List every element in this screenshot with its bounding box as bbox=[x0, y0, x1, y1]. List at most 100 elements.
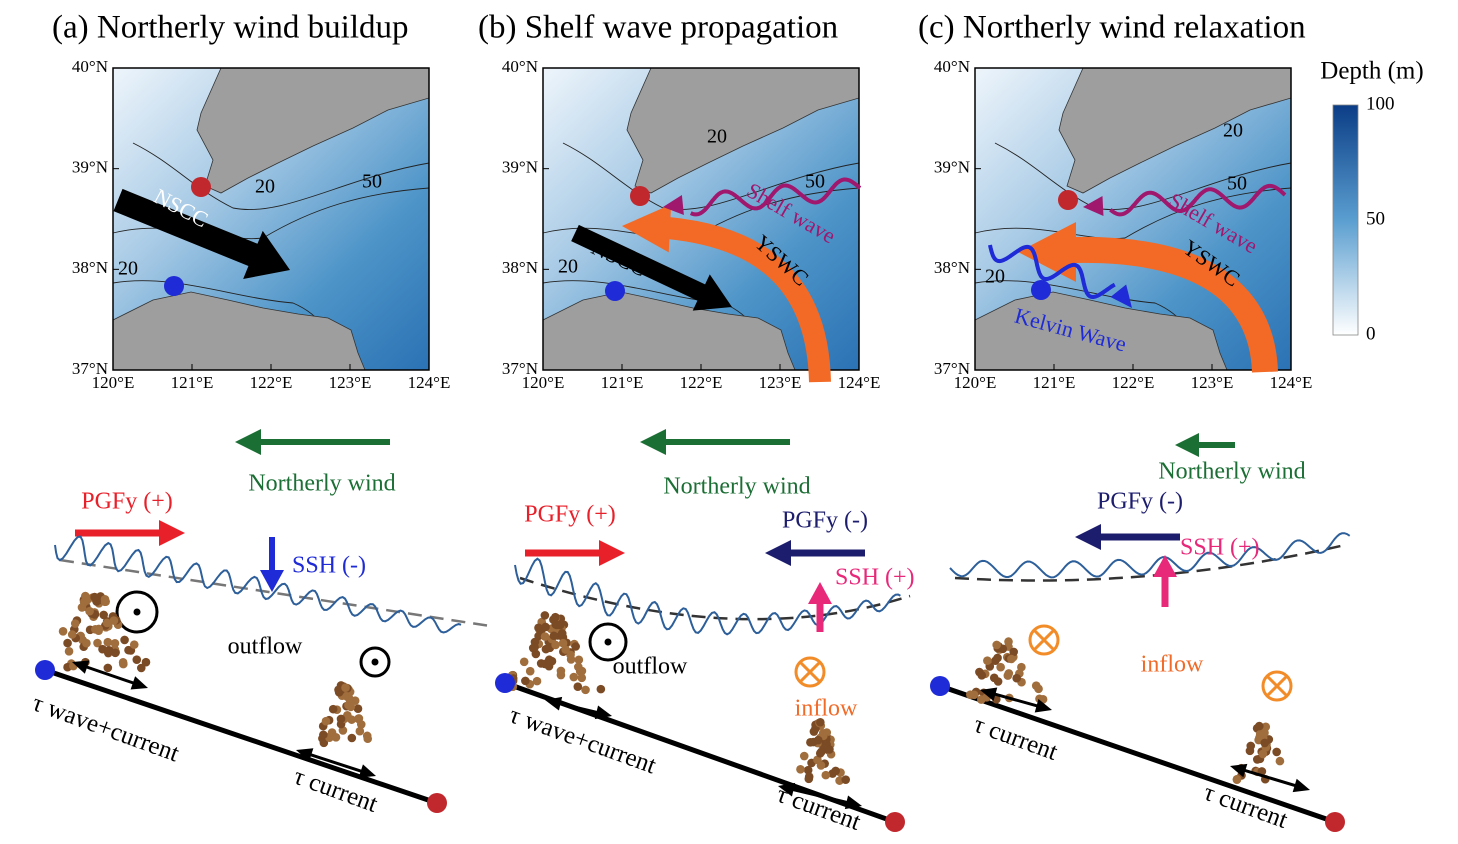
sediment bbox=[347, 703, 356, 712]
sediment bbox=[1255, 722, 1264, 731]
sediment bbox=[977, 695, 986, 704]
lon-tick-label: 122°E bbox=[680, 373, 723, 392]
sediment bbox=[994, 677, 1003, 686]
sediment bbox=[63, 639, 72, 648]
contour-label: 20 bbox=[558, 256, 578, 278]
sediment bbox=[553, 621, 562, 630]
page: (a) Northerly wind buildup40°N39°N38°N37… bbox=[0, 0, 1458, 844]
station bbox=[191, 177, 211, 197]
lon-tick-label: 120°E bbox=[92, 373, 135, 392]
ssh-label: SSH (+) bbox=[1180, 535, 1260, 561]
station bbox=[605, 281, 625, 301]
sediment bbox=[103, 619, 112, 628]
arrow-head bbox=[595, 705, 612, 719]
sediment bbox=[816, 718, 825, 727]
colorbar-tick: 50 bbox=[1366, 208, 1385, 229]
arrow-head bbox=[1153, 555, 1177, 577]
sediment bbox=[322, 717, 331, 726]
wind-label: Northerly wind bbox=[663, 474, 810, 500]
lon-tick-label: 123°E bbox=[1191, 373, 1234, 392]
sediment bbox=[558, 629, 567, 638]
arrow-head bbox=[235, 429, 261, 455]
out-dot bbox=[134, 609, 141, 616]
station bbox=[427, 793, 447, 813]
sediment bbox=[970, 691, 979, 700]
arrow-head bbox=[159, 520, 185, 546]
colorbar bbox=[1333, 105, 1358, 335]
sediment bbox=[71, 619, 80, 628]
sediment bbox=[545, 655, 554, 664]
sediment bbox=[329, 705, 338, 714]
sediment bbox=[805, 772, 814, 781]
wind-label: Northerly wind bbox=[248, 471, 395, 497]
sediment bbox=[831, 767, 840, 776]
sediment bbox=[549, 631, 558, 640]
sediment bbox=[520, 658, 529, 667]
sediment bbox=[541, 632, 550, 641]
lat-tick-label: 39°N bbox=[934, 158, 970, 177]
lat-tick-label: 39°N bbox=[502, 158, 538, 177]
sediment bbox=[59, 627, 68, 636]
sediment bbox=[551, 641, 560, 650]
lon-tick-label: 122°E bbox=[1112, 373, 1155, 392]
ssh-label: SSH (+) bbox=[835, 565, 915, 591]
sediment bbox=[796, 765, 805, 774]
panel-title: (b) Shelf wave propagation bbox=[478, 10, 838, 46]
colorbar-title: Depth (m) bbox=[1320, 58, 1423, 85]
sediment bbox=[992, 641, 1001, 650]
sediment bbox=[1246, 742, 1255, 751]
flow-label: inflow bbox=[795, 696, 858, 722]
sediment bbox=[806, 738, 815, 747]
arrow-head bbox=[1293, 779, 1310, 792]
wind-label: Northerly wind bbox=[1158, 459, 1305, 485]
sediment bbox=[581, 686, 590, 695]
sediment bbox=[541, 611, 550, 620]
double-arrow bbox=[1241, 769, 1298, 786]
sediment bbox=[1012, 674, 1021, 683]
lon-tick-label: 124°E bbox=[408, 373, 451, 392]
lon-tick-label: 123°E bbox=[329, 373, 372, 392]
arrow-head bbox=[1175, 433, 1199, 457]
sediment bbox=[521, 677, 530, 686]
sediment bbox=[993, 654, 1002, 663]
lon-tick-label: 121°E bbox=[601, 373, 644, 392]
sediment bbox=[90, 593, 99, 602]
sediment bbox=[569, 673, 578, 682]
sediment bbox=[348, 734, 357, 743]
sediment bbox=[81, 592, 90, 601]
sediment bbox=[1034, 685, 1043, 694]
sediment bbox=[1005, 669, 1014, 678]
sediment bbox=[103, 638, 112, 647]
sediment bbox=[363, 734, 372, 743]
ssh-label: SSH (-) bbox=[292, 553, 366, 579]
flow-label: outflow bbox=[228, 634, 303, 660]
sediment bbox=[68, 630, 77, 639]
lat-tick-label: 40°N bbox=[934, 57, 970, 76]
sediment bbox=[119, 658, 128, 667]
station bbox=[885, 812, 905, 832]
sediment bbox=[130, 640, 139, 649]
lon-tick-label: 121°E bbox=[1033, 373, 1076, 392]
sediment bbox=[557, 671, 566, 680]
sediment bbox=[559, 639, 568, 648]
out-dot bbox=[605, 639, 612, 646]
sediment bbox=[85, 607, 94, 616]
sediment bbox=[105, 646, 114, 655]
station bbox=[1031, 280, 1051, 300]
panel-title: (a) Northerly wind buildup bbox=[52, 10, 409, 46]
sediment bbox=[541, 623, 550, 632]
lon-tick-label: 123°E bbox=[759, 373, 802, 392]
station bbox=[930, 676, 950, 696]
contour-label: 20 bbox=[707, 126, 727, 148]
flow-label: outflow bbox=[613, 654, 688, 680]
pgf-label: PGFy (-) bbox=[1097, 489, 1183, 515]
colorbar-tick: 100 bbox=[1366, 93, 1395, 114]
lon-tick-label: 120°E bbox=[954, 373, 997, 392]
lon-tick-label: 124°E bbox=[838, 373, 881, 392]
sediment bbox=[825, 745, 834, 754]
sediment bbox=[574, 663, 583, 672]
sediment bbox=[533, 677, 542, 686]
sediment bbox=[1272, 748, 1281, 757]
arrow-head bbox=[808, 582, 832, 604]
tau-label: τ current bbox=[970, 711, 1061, 766]
